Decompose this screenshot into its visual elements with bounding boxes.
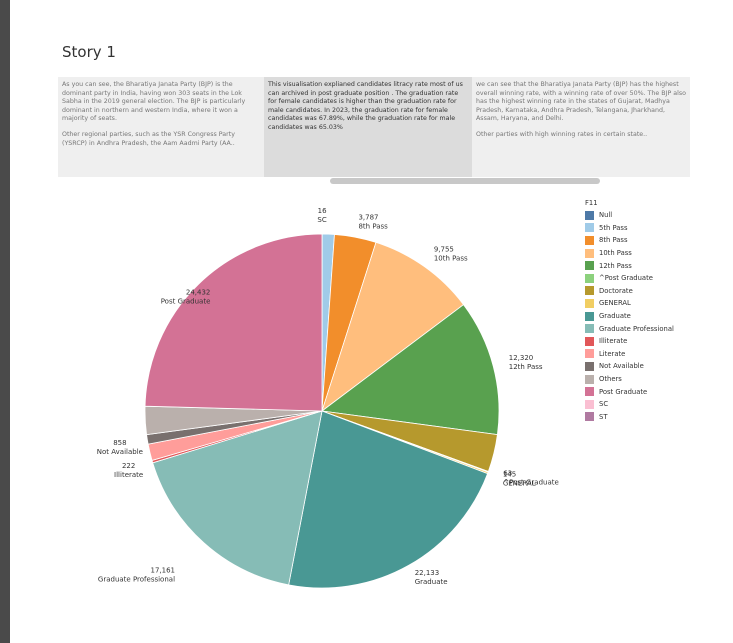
legend-label: Doctorate — [599, 286, 633, 295]
pie-category-label: 8th Pass — [358, 222, 388, 230]
pie-value-label: 22,133 — [415, 569, 440, 577]
story-point-1[interactable]: As you can see, the Bharatiya Janata Par… — [58, 77, 264, 177]
pie-slice-graduate-professional[interactable] — [152, 410, 323, 586]
legend-item[interactable]: 10th Pass — [585, 247, 674, 260]
legend-swatch — [585, 311, 594, 321]
legend-label: 8th Pass — [599, 236, 628, 245]
pie-value-label: 3,787 — [358, 213, 378, 221]
story-point-3-text-a: we can see that the Bharatiya Janata Par… — [476, 81, 686, 123]
legend-swatch — [585, 261, 594, 271]
pie-category-label: ^Post Graduate — [503, 478, 559, 486]
legend-swatch — [585, 273, 594, 283]
story-point-1-text-b: Other regional parties, such as the YSR … — [62, 130, 235, 147]
pie-value-label: 63 — [503, 469, 512, 477]
story-title: Story 1 — [62, 43, 116, 61]
pie-slice-10th-pass[interactable] — [321, 241, 465, 413]
story-point-3-text-b: Other parties with high winning rates in… — [476, 130, 648, 138]
pie-slice-post-graduate[interactable] — [144, 233, 323, 412]
pie-value-label: 9,755 — [434, 246, 454, 254]
legend-label: Graduate Professional — [599, 324, 674, 333]
legend-swatch — [585, 210, 594, 220]
legend-label: GENERAL — [599, 299, 631, 308]
pie-value-label: 858 — [113, 439, 126, 447]
legend-label: Graduate — [599, 312, 631, 321]
legend-label: Literate — [599, 349, 626, 358]
pie-value-label: 24,432 — [186, 288, 211, 296]
legend-title: F11 — [585, 199, 598, 207]
pie-value-label: 17,161 — [151, 567, 176, 575]
pie-slice-12th-pass[interactable] — [320, 304, 500, 436]
legend-item[interactable]: Not Available — [585, 360, 674, 373]
legend-label: Post Graduate — [599, 387, 648, 396]
legend-swatch — [585, 361, 594, 371]
pie-category-label: Not Available — [97, 448, 143, 456]
legend-item[interactable]: ^Post Graduate — [585, 272, 674, 285]
legend-swatch — [585, 349, 594, 359]
legend-item[interactable]: Graduate Professional — [585, 322, 674, 335]
legend-label: Null — [599, 211, 613, 220]
legend: F11 Null 5th Pass 8th Pass 10th Pass 12th Pa… — [585, 199, 674, 423]
legend-swatch — [585, 374, 594, 384]
story-point-3[interactable]: we can see that the Bharatiya Janata Par… — [472, 77, 690, 177]
pie-category-label: Post Graduate — [161, 297, 211, 305]
legend-label: Illiterate — [599, 337, 628, 346]
legend-item[interactable]: Literate — [585, 348, 674, 361]
legend-item[interactable]: SC — [585, 398, 674, 411]
legend-label: 12th Pass — [599, 261, 632, 270]
legend-label: Not Available — [599, 362, 644, 371]
legend-swatch — [585, 387, 594, 397]
pie-value-label: 222 — [122, 462, 135, 470]
legend-swatch — [585, 286, 594, 296]
pie-category-label: Graduate — [415, 578, 448, 586]
legend-item[interactable]: ST — [585, 411, 674, 424]
legend-label: 5th Pass — [599, 223, 628, 232]
story-point-2-text: This visualisation explianed candidates … — [268, 81, 463, 131]
legend-item[interactable]: Null — [585, 209, 674, 222]
legend-swatch — [585, 248, 594, 258]
legend-item[interactable]: Others — [585, 373, 674, 386]
legend-swatch — [585, 324, 594, 334]
left-edge-bar — [0, 0, 10, 643]
pie-category-label: 10th Pass — [434, 255, 468, 263]
legend-swatch — [585, 223, 594, 233]
pie-value-label: 12,320 — [509, 354, 534, 362]
story-point-2-selected[interactable]: This visualisation explianed candidates … — [264, 77, 472, 177]
legend-label: ST — [599, 412, 608, 421]
legend-label: Others — [599, 375, 622, 384]
pie-category-label: Graduate Professional — [98, 576, 175, 584]
legend-item[interactable]: 5th Pass — [585, 222, 674, 235]
legend-item[interactable]: Illiterate — [585, 335, 674, 348]
legend-item[interactable]: Post Graduate — [585, 385, 674, 398]
legend-swatch — [585, 399, 594, 409]
pie-value-label: 145 — [503, 470, 516, 478]
story-point-1-text-a: As you can see, the Bharatiya Janata Par… — [62, 81, 246, 123]
legend-item[interactable]: Graduate — [585, 310, 674, 323]
legend-item[interactable]: 8th Pass — [585, 234, 674, 247]
pie-category-label: SC — [317, 216, 326, 224]
legend-item[interactable]: GENERAL — [585, 297, 674, 310]
story-points-navigator: As you can see, the Bharatiya Janata Par… — [58, 77, 690, 177]
pie-category-label: GENERAL — [503, 479, 536, 487]
horizontal-scrollbar[interactable] — [330, 178, 600, 184]
pie-value-label: 16 — [318, 207, 327, 215]
legend-label: ^Post Graduate — [599, 274, 653, 283]
legend-item[interactable]: 12th Pass — [585, 259, 674, 272]
pie-slice-graduate[interactable] — [288, 410, 489, 589]
legend-label: SC — [599, 400, 609, 409]
legend-item[interactable]: Doctorate — [585, 285, 674, 298]
legend-swatch — [585, 412, 594, 422]
pie-category-label: 12th Pass — [509, 363, 543, 371]
legend-swatch — [585, 336, 594, 346]
legend-label: 10th Pass — [599, 249, 632, 258]
legend-swatch — [585, 235, 594, 245]
legend-swatch — [585, 298, 594, 308]
pie-category-label: Illiterate — [114, 471, 143, 479]
